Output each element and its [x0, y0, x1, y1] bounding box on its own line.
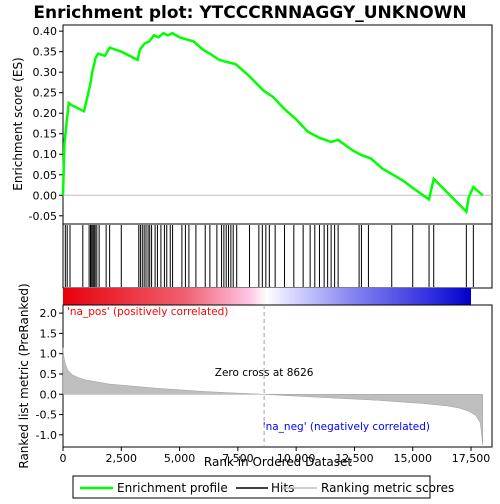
hits-panel — [62, 223, 493, 305]
metric-y-tick-label: 2.0 — [40, 307, 58, 320]
es-y-tick-label: 0.25 — [33, 87, 58, 100]
chart-title: Enrichment plot: YTCCCRNNAGGY_UNKNOWN — [33, 3, 466, 23]
metric-y-axis: -1.0 -0.5 0.0 0.5 1.0 1.5 2.0 — [36, 307, 63, 442]
enrichment-profile-line — [61, 31, 484, 215]
x-tick-label: 12,500 — [335, 452, 374, 465]
es-y-tick-label: 0.15 — [33, 128, 58, 141]
metric-y-tick-label: 0.0 — [40, 388, 58, 401]
x-axis-label: Rank in Ordered Dataset — [204, 455, 352, 469]
metric-y-tick-label: 0.5 — [40, 368, 58, 381]
x-tick-label: 10,000 — [277, 452, 316, 465]
neg-correlated-label: 'na_neg' (negatively correlated) — [263, 421, 430, 433]
metric-y-tick-label: 1.5 — [40, 327, 58, 340]
metric-panel: -1.0 -0.5 0.0 0.5 1.0 1.5 2.0 0 2,500 5,000 7,500… — [17, 283, 493, 469]
es-y-tick-label: 0.10 — [33, 148, 58, 161]
x-tick-label: 0 — [60, 452, 67, 465]
hit-lines — [64, 225, 474, 287]
pos-correlated-label: 'na_pos' (positively correlated) — [67, 306, 228, 318]
legend-frame — [72, 475, 431, 499]
es-y-tick-label: 0.00 — [33, 189, 58, 202]
rank-color-bar — [63, 288, 471, 305]
metric-y-tick-label: 1.0 — [40, 348, 58, 361]
es-y-tick-label: 0.30 — [33, 66, 58, 79]
x-tick-label: 15,000 — [393, 452, 432, 465]
es-y-axis: -0.05 0.00 0.05 0.10 0.15 0.20 0.25 0.30 0.35 0.4… — [29, 25, 63, 223]
legend: Enrichment profile Hits Ranking metric s… — [72, 475, 454, 499]
x-tick-label: 17,500 — [452, 452, 491, 465]
ranking-metric-area — [62, 347, 483, 446]
es-y-axis-label: Enrichment score (ES) — [11, 57, 25, 190]
es-panel: -0.05 0.00 0.05 0.10 0.15 0.20 0.25 0.30 0.35 0.4… — [11, 24, 493, 225]
x-tick-label: 5,000 — [164, 452, 196, 465]
es-y-tick-label: 0.20 — [33, 107, 58, 120]
x-axis: 0 2,500 5,000 7,500 10,000 12,500 15,000 17,500 — [60, 447, 491, 465]
hits-panel-frame — [62, 223, 493, 289]
es-y-tick-label: 0.35 — [33, 46, 58, 59]
zero-cross-label: Zero cross at 8626 — [215, 367, 314, 379]
metric-panel-frame — [62, 304, 493, 448]
es-y-tick-label: 0.40 — [33, 25, 58, 38]
metric-y-tick-label: -1.0 — [36, 429, 57, 442]
legend-metric-label: Ranking metric scores — [321, 481, 454, 495]
legend-enrichment-label: Enrichment profile — [117, 481, 228, 495]
metric-y-axis-label: Ranked list metric (PreRanked) — [17, 283, 31, 468]
es-y-tick-label: 0.05 — [33, 169, 58, 182]
metric-y-tick-label: -0.5 — [36, 409, 57, 422]
x-tick-label: 2,500 — [106, 452, 138, 465]
x-tick-label: 7,500 — [222, 452, 254, 465]
es-y-tick-label: -0.05 — [29, 210, 57, 223]
